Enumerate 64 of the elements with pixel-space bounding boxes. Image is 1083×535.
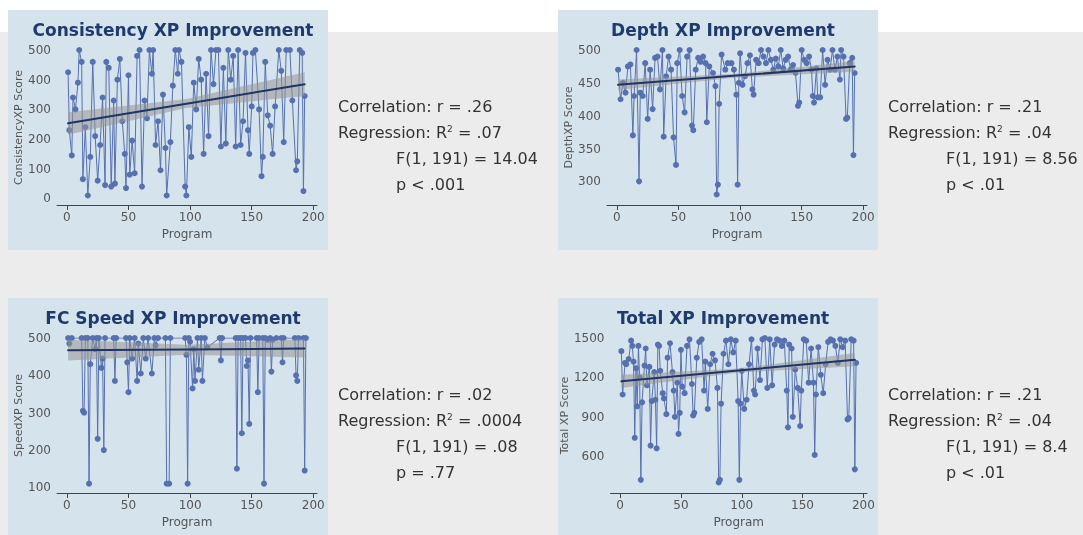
x-tick-label: 100	[178, 210, 202, 224]
text: Correlation: r = .21	[888, 384, 1043, 404]
text: F(1, 191) = 14.04	[396, 148, 538, 168]
text: F(1, 191) = 8.56	[946, 148, 1078, 168]
chart-title: Total XP Improvement	[616, 307, 830, 328]
y-tick-label: 400	[578, 108, 601, 123]
text: F(1, 191) = 8.4	[946, 436, 1068, 456]
x-axis-title: Program	[161, 226, 213, 241]
text: p = .77	[396, 462, 456, 482]
x-tick-label: 200	[851, 210, 875, 224]
text: Correlation: r = .26	[338, 96, 493, 116]
y-tick-label: 1500	[573, 331, 605, 345]
x-axis-title: Program	[711, 226, 763, 241]
y-axis-title: Total XP Score	[558, 376, 571, 456]
x-tick-label: 100	[730, 498, 754, 512]
x-tick-label: 100	[728, 210, 752, 224]
x-tick-label: 50	[673, 498, 689, 512]
y-tick-label: 500	[28, 43, 51, 57]
y-tick-label: 300	[28, 405, 51, 420]
y-tick-label: 500	[28, 331, 51, 345]
text: F(1, 191) = .08	[396, 436, 518, 456]
text: Correlation: r = .02	[338, 384, 493, 404]
y-tick-label: 1200	[573, 370, 605, 385]
text: p < .01	[946, 462, 1006, 482]
y-tick-label: 200	[28, 443, 51, 458]
text: p < .01	[946, 174, 1006, 194]
x-tick-label: 150	[240, 210, 264, 224]
y-tick-label: 350	[578, 141, 601, 156]
y-tick-label: 400	[28, 368, 51, 383]
y-axis-title: DepthXP Score	[562, 86, 576, 169]
chart-title: FC Speed XP Improvement	[45, 307, 301, 328]
x-tick-label: 150	[240, 498, 264, 512]
x-axis-title: Program	[713, 514, 765, 529]
x-tick-label: 0	[63, 210, 71, 224]
x-tick-label: 150	[791, 498, 815, 512]
y-axis-title: ConsistencyXP Score	[12, 69, 26, 185]
x-tick-label: 200	[301, 498, 325, 512]
x-tick-label: 150	[790, 210, 814, 224]
y-axis-title: SpeedXP Score	[12, 373, 26, 457]
y-tick-label: 300	[578, 174, 601, 189]
y-tick-label: 200	[28, 132, 51, 147]
chart-title: Depth XP Improvement	[611, 19, 835, 40]
text: Correlation: r = .21	[888, 96, 1043, 116]
x-tick-label: 50	[120, 498, 137, 512]
y-tick-label: 100	[28, 480, 51, 495]
y-tick-label: 500	[578, 43, 601, 57]
y-tick-label: 450	[578, 75, 601, 90]
y-tick-label: 400	[28, 72, 51, 87]
y-tick-label: 900	[581, 409, 605, 424]
y-tick-label: 0	[43, 191, 51, 206]
x-tick-label: 100	[178, 498, 202, 512]
x-tick-label: 50	[670, 210, 687, 224]
x-axis-title: Program	[161, 514, 213, 529]
x-tick-label: 200	[301, 210, 325, 224]
y-tick-label: 300	[28, 102, 51, 117]
y-tick-label: 100	[28, 161, 51, 176]
x-tick-label: 0	[63, 498, 71, 512]
x-tick-label: 200	[851, 498, 875, 512]
chart-title: Consistency XP Improvement	[32, 19, 314, 40]
y-tick-label: 600	[581, 449, 605, 464]
x-tick-label: 50	[120, 210, 137, 224]
x-tick-label: 0	[613, 210, 621, 224]
text: p < .001	[396, 174, 466, 194]
x-tick-label: 0	[616, 498, 624, 512]
